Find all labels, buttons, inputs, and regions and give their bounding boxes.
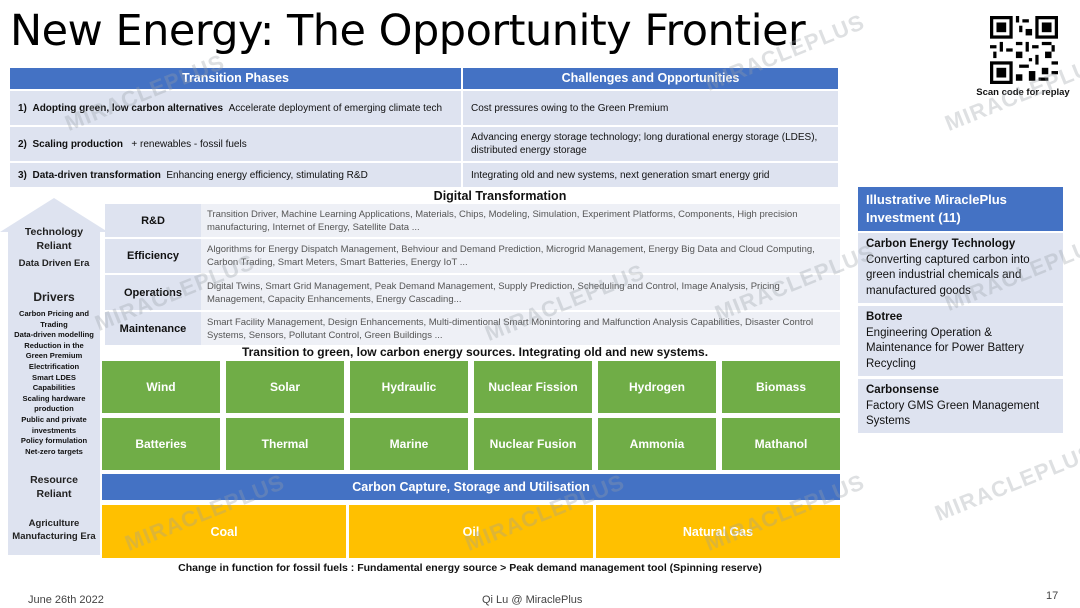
driver-line: Capabilities (32, 383, 76, 393)
phase-number: 2) (18, 138, 27, 150)
energy-nuclear-fusion: Nuclear Fusion (474, 418, 592, 470)
challenge-row-3: Integrating old and new systems, next ge… (463, 163, 838, 187)
up-arrow-icon (0, 198, 108, 232)
phase-name: Data-driven transformation (32, 169, 161, 181)
phase-number: 1) (18, 102, 27, 114)
investment-name: Carbon Energy Technology (866, 238, 1016, 250)
agriculture-label: Agriculture (28, 518, 80, 529)
watermark: MIRACLEPLUS (931, 439, 1080, 526)
technology-reliant: Technology Reliant (8, 225, 100, 253)
investment-name: Botree (866, 311, 903, 323)
investment-name: Carbonsense (866, 384, 939, 396)
fossil-coal: Coal (102, 505, 346, 558)
energy-ammonia: Ammonia (598, 418, 716, 470)
phase-number: 3) (18, 169, 27, 181)
phase-row-1: 1) Adopting green, low carbon alternativ… (10, 91, 461, 125)
phase-desc: Accelerate deployment of emerging climat… (228, 102, 443, 114)
investment-desc: Converting captured carbon into green in… (866, 253, 1030, 297)
drivers-title: Drivers (33, 290, 75, 304)
qr-caption: Scan code for replay (976, 87, 1070, 98)
investment-item: Carbon Energy Technology Converting capt… (858, 233, 1063, 303)
digital-text-efficiency: Algorithms for Energy Dispatch Managemen… (201, 239, 840, 273)
energy-solar: Solar (226, 361, 344, 413)
investment-desc: Engineering Operation & Maintenance for … (866, 326, 1024, 370)
fossil-caption: Change in function for fossil fuels : Fu… (178, 562, 762, 574)
agriculture-era: Agriculture Manufacturing Era (8, 517, 100, 543)
drivers-list: Carbon Pricing and Trading Data-driven m… (8, 309, 100, 457)
reliant-label: Reliant (36, 488, 72, 500)
phase-name: Scaling production (32, 138, 124, 150)
energy-nuclear-fission: Nuclear Fission (474, 361, 592, 413)
resource-label: Resource (30, 474, 78, 486)
era-column (8, 230, 100, 555)
energy-hydrogen: Hydrogen (598, 361, 716, 413)
page-title: New Energy: The Opportunity Frontier (10, 6, 806, 56)
driver-line: Scaling hardware (22, 393, 86, 403)
driver-line: Data-driven modelling (14, 330, 94, 340)
investment-desc: Factory GMS Green Management Systems (866, 399, 1040, 428)
investment-item: Carbonsense Factory GMS Green Management… (858, 379, 1063, 433)
phase-desc: Enhancing energy efficiency, stimulating… (166, 169, 368, 181)
driver-line: Policy formulation (20, 436, 88, 446)
digital-text-operations: Digital Twins, Smart Grid Management, Pe… (201, 275, 840, 310)
driver-line: Trading (40, 319, 68, 329)
footer-author: Qi Lu @ MiraclePlus (482, 594, 583, 606)
investment-item: Botree Engineering Operation & Maintenan… (858, 306, 1063, 376)
driver-line: investments (31, 425, 77, 435)
digital-transformation-title: Digital Transformation (433, 189, 567, 203)
phases-header: Transition Phases (10, 68, 461, 89)
driver-line: Net-zero targets (25, 446, 83, 456)
technology-label: Technology (24, 226, 84, 238)
phase-name: Adopting green, low carbon alternatives (32, 102, 224, 114)
page-number: 17 (1046, 590, 1059, 602)
driver-line: Public and private (21, 414, 87, 424)
resource-reliant: Resource Reliant (8, 473, 100, 501)
phase-desc: + renewables - fossil fuels (131, 138, 247, 150)
phase-row-3: 3) Data-driven transformation Enhancing … (10, 163, 461, 187)
energy-thermal: Thermal (226, 418, 344, 470)
qr-code-icon[interactable] (990, 16, 1058, 84)
driver-line: Reduction in the (24, 340, 84, 350)
data-driven-era: Data Driven Era (18, 258, 90, 269)
digital-label-efficiency: Efficiency (105, 239, 201, 273)
challenge-row-1: Cost pressures owing to the Green Premiu… (463, 91, 838, 125)
reliant-label: Reliant (36, 240, 72, 252)
transition-caption: Transition to green, low carbon energy s… (241, 345, 709, 359)
energy-marine: Marine (350, 418, 468, 470)
footer-date: June 26th 2022 (28, 594, 104, 606)
driver-line: Smart LDES (32, 372, 76, 382)
digital-label-rd: R&D (105, 204, 201, 237)
digital-text-rd: Transition Driver, Machine Learning Appl… (201, 204, 840, 237)
manufacturing-era-label: Manufacturing Era (12, 531, 96, 542)
fossil-oil: Oil (349, 505, 593, 558)
ccus-bar: Carbon Capture, Storage and Utilisation (102, 474, 840, 500)
driver-line: Green Premium (25, 351, 83, 361)
driver-line: production (34, 404, 74, 414)
driver-line: Electrification (28, 361, 80, 371)
energy-batteries: Batteries (102, 418, 220, 470)
energy-mathanol: Mathanol (722, 418, 840, 470)
digital-text-maintenance: Smart Facility Management, Design Enhanc… (201, 312, 840, 345)
phase-row-2: 2) Scaling production + renewables - fos… (10, 127, 461, 161)
fossil-natural-gas: Natural Gas (596, 505, 840, 558)
digital-label-maintenance: Maintenance (105, 312, 201, 345)
investment-header: Illustrative MiraclePlus Investment (11) (858, 187, 1063, 231)
energy-wind: Wind (102, 361, 220, 413)
energy-biomass: Biomass (722, 361, 840, 413)
energy-hydraulic: Hydraulic (350, 361, 468, 413)
digital-label-operations: Operations (105, 275, 201, 310)
driver-line: Carbon Pricing and (18, 309, 90, 318)
challenges-header: Challenges and Opportunities (463, 68, 838, 89)
challenge-row-2: Advancing energy storage technology; lon… (463, 127, 838, 161)
